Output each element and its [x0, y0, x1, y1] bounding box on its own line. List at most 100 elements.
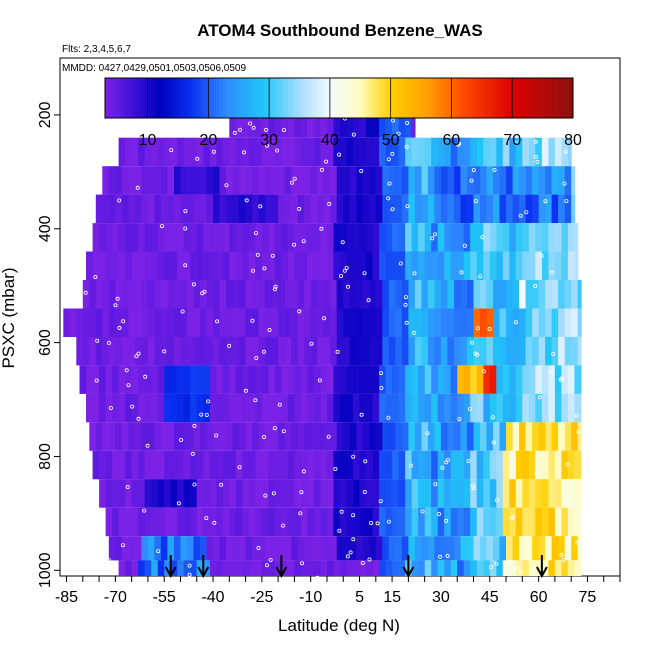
heatmap-cell: [294, 393, 302, 423]
heatmap-cell: [170, 507, 178, 537]
heatmap-cell: [170, 393, 178, 423]
heatmap-cell: [480, 194, 488, 224]
heatmap-cell: [138, 223, 146, 252]
heatmap-cell: [346, 137, 354, 167]
heatmap-cell: [405, 251, 413, 280]
sample-marker: [187, 572, 192, 577]
heatmap-cell: [467, 422, 475, 451]
heatmap-cell: [271, 336, 279, 366]
heatmap-cell: [349, 536, 357, 561]
heatmap-cell: [144, 560, 152, 576]
sample-marker: [206, 399, 211, 404]
heatmap-cell: [525, 194, 533, 224]
heatmap-cell: [486, 166, 494, 195]
heatmap-cell: [160, 308, 168, 337]
heatmap-cell: [229, 560, 237, 576]
heatmap-cell: [320, 137, 328, 167]
heatmap-cell: [291, 194, 299, 224]
heatmap-cell: [509, 393, 517, 423]
x-tick-label: -10: [299, 589, 322, 606]
heatmap-cell: [245, 166, 253, 195]
heatmap-cell: [388, 336, 396, 366]
heatmap-cell: [134, 336, 142, 366]
sample-marker: [281, 429, 286, 434]
heatmap-cell: [408, 536, 416, 561]
heatmap-cell: [310, 422, 318, 451]
sample-marker: [263, 493, 268, 498]
sample-marker: [513, 320, 518, 325]
heatmap-cell: [125, 507, 133, 537]
heatmap-cell: [444, 450, 452, 480]
sample-marker: [405, 121, 410, 126]
heatmap-cell: [138, 507, 146, 537]
heatmap-cell: [382, 336, 390, 366]
heatmap-cell: [245, 336, 253, 366]
heatmap-cell: [278, 166, 286, 195]
heatmap-cell: [470, 560, 478, 576]
colorbar-segment: [519, 78, 523, 118]
heatmap-cell: [392, 109, 400, 138]
heatmap-cell: [554, 365, 562, 394]
heatmap-cell: [545, 194, 553, 224]
heatmap-cell: [284, 422, 292, 451]
heatmap-cell: [496, 393, 504, 423]
sample-marker: [248, 121, 253, 126]
heatmap-cell: [447, 422, 455, 451]
heatmap-cell: [434, 166, 442, 195]
sample-marker: [264, 143, 269, 148]
heatmap-cell: [310, 280, 318, 309]
heatmap-cell: [167, 336, 175, 366]
colorbar-segment: [234, 78, 238, 118]
heatmap-cell: [525, 166, 533, 195]
heatmap-cell: [284, 194, 292, 224]
heatmap-cell: [99, 479, 107, 508]
heatmap-cell: [467, 166, 475, 195]
heatmap-cell: [187, 280, 195, 309]
heatmap-cell: [431, 479, 439, 508]
heatmap-cell: [180, 422, 188, 451]
heatmap-cell: [502, 251, 510, 280]
heatmap-cell: [424, 137, 432, 167]
heatmap-cell: [317, 336, 325, 366]
heatmap-cell: [369, 280, 377, 309]
heatmap-cell: [476, 479, 484, 508]
heatmap-cell: [278, 336, 286, 366]
heatmap-cell: [483, 450, 491, 480]
colorbar-segment: [456, 78, 460, 118]
heatmap-cell: [454, 166, 462, 195]
heatmap-cell: [440, 166, 448, 195]
heatmap-cell: [183, 365, 191, 394]
sample-marker: [549, 369, 554, 374]
heatmap-cell: [564, 280, 572, 309]
heatmap-cell: [336, 336, 344, 366]
heatmap-cell: [375, 280, 383, 309]
heatmap-cell: [528, 393, 536, 423]
heatmap-cell: [95, 336, 103, 366]
colorbar-segment: [273, 78, 277, 118]
x-tick-label: -25: [250, 589, 273, 606]
heatmap-cell: [118, 251, 126, 280]
heatmap-cell: [206, 336, 214, 366]
heatmap-cell: [164, 507, 172, 537]
heatmap-cell: [203, 393, 211, 423]
heatmap-cell: [330, 422, 338, 451]
heatmap-cell: [300, 393, 308, 423]
sample-marker: [475, 352, 480, 357]
colorbar-segment: [567, 78, 571, 118]
sample-marker: [117, 198, 122, 203]
heatmap-cell: [574, 479, 582, 508]
sample-marker: [457, 417, 462, 422]
heatmap-cell: [398, 251, 406, 280]
colorbar: 10 20 30 40 50 60 70 80: [104, 77, 582, 149]
heatmap-cell: [463, 560, 471, 576]
heatmap-cell: [473, 336, 481, 366]
heatmap-cell: [519, 422, 527, 451]
heatmap-cell: [242, 109, 250, 138]
heatmap-cell: [424, 560, 432, 576]
heatmap-cell: [287, 251, 295, 280]
heatmap-cell: [574, 393, 582, 423]
heatmap-cell: [134, 422, 142, 451]
heatmap-cell: [473, 166, 481, 195]
heatmap-cell: [248, 479, 256, 508]
heatmap-cell: [450, 137, 458, 167]
